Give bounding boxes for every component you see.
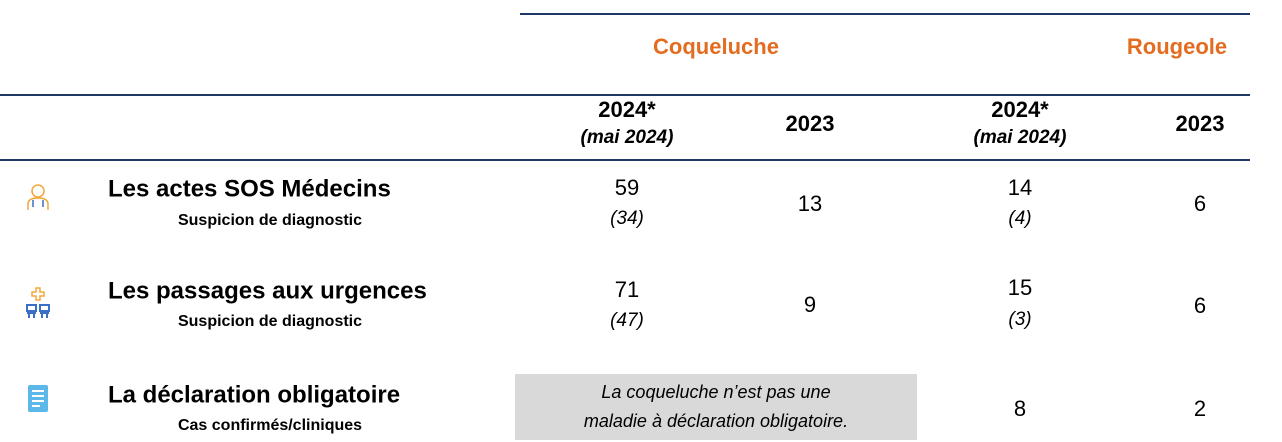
cell-value: 6 <box>1194 293 1206 318</box>
cell-note: (47) <box>610 310 644 331</box>
disease-header: Coqueluche <box>653 34 779 59</box>
document-icon <box>28 385 48 412</box>
row-subtitle: Suspicion de diagnostic <box>178 212 362 229</box>
cell-value: 2 <box>1194 396 1206 421</box>
disease-header: Rougeole <box>1127 34 1227 59</box>
column-year: 2024* <box>598 97 656 122</box>
cell-value: 9 <box>804 292 816 317</box>
cell-value: 6 <box>1194 191 1206 216</box>
note-box <box>515 374 917 440</box>
cell-note: (3) <box>1008 309 1031 330</box>
cell-value: 59 <box>615 175 639 200</box>
column-year: 2023 <box>786 111 835 136</box>
hospital-icon <box>26 287 50 318</box>
cell-note: (4) <box>1008 208 1031 229</box>
doctor-icon <box>27 184 49 210</box>
column-note: (mai 2024) <box>581 127 674 148</box>
column-year: 2023 <box>1176 111 1225 136</box>
cell-value: 71 <box>615 277 639 302</box>
column-note: (mai 2024) <box>974 127 1067 148</box>
column-year: 2024* <box>991 97 1049 122</box>
cell-value: 13 <box>798 191 822 216</box>
note-text: maladie à déclaration obligatoire. <box>584 411 848 431</box>
cell-value: 8 <box>1014 396 1026 421</box>
note-text: La coqueluche n’est pas une <box>601 382 830 402</box>
cell-value: 14 <box>1008 175 1032 200</box>
row-title: Les actes SOS Médecins <box>108 175 391 202</box>
cell-note: (34) <box>610 208 644 229</box>
row-title: Les passages aux urgences <box>108 277 427 304</box>
row-subtitle: Cas confirmés/cliniques <box>178 417 362 434</box>
row-title: La déclaration obligatoire <box>108 381 400 408</box>
row-subtitle: Suspicion de diagnostic <box>178 313 362 330</box>
cell-value: 15 <box>1008 275 1032 300</box>
